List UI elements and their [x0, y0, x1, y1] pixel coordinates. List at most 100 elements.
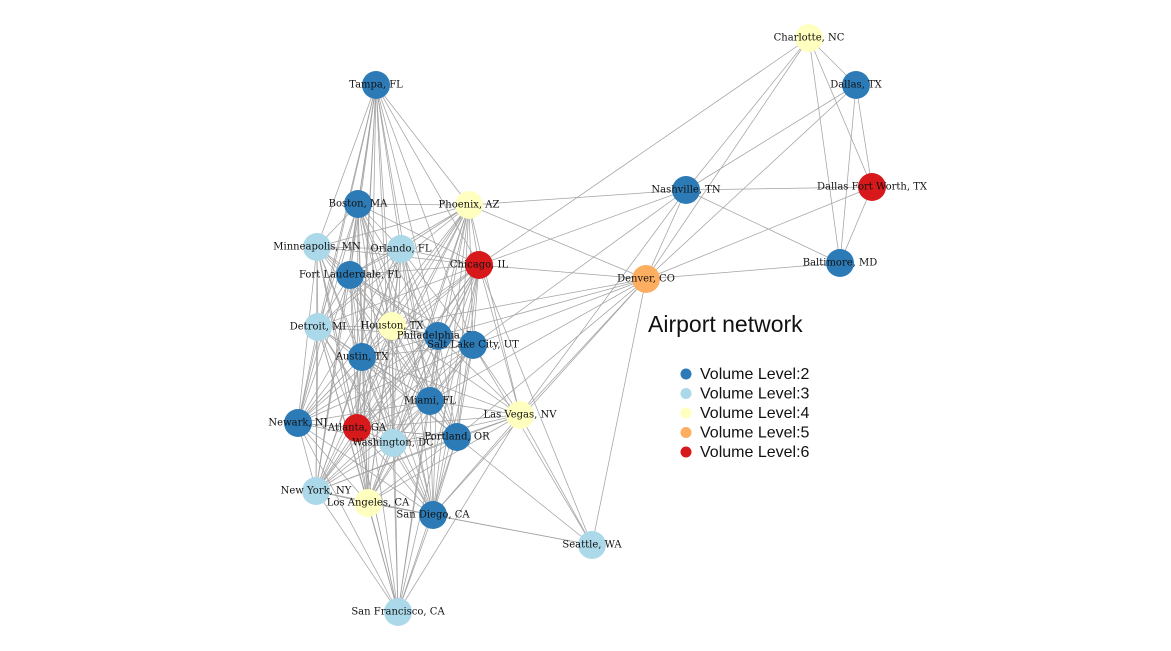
edge-philadelphia-newark	[297, 335, 439, 424]
node-label-atlanta: Atlanta, GA	[327, 423, 387, 434]
node-chicago: Chicago, IL	[450, 251, 508, 279]
node-saltlake: Salt Lake City, UT	[427, 331, 519, 359]
legend-item-level-6: Volume Level:6	[680, 444, 810, 461]
node-label-seattle: Seattle, WA	[562, 540, 622, 551]
node-circle-lasvegas	[506, 401, 534, 429]
edge-saltlake-newyork	[315, 344, 474, 492]
edge-boston-atlanta	[356, 203, 359, 429]
node-sanfrancisco: San Francisco, CA	[351, 598, 445, 626]
legend-label-level-4: Volume Level:4	[700, 405, 810, 422]
edge-boston-phoenix	[357, 203, 470, 206]
node-label-losangeles: Los Angeles, CA	[327, 498, 410, 509]
edge-nashville-saltlake	[472, 189, 687, 346]
edge-detroit-washington	[317, 326, 394, 444]
legend-swatch-level-3	[680, 388, 692, 399]
node-lasvegas: Las Vegas, NV	[484, 401, 557, 429]
edge-newark-sanfrancisco	[297, 422, 399, 613]
node-circle-denver	[632, 265, 660, 293]
node-label-nashville: Nashville, TN	[651, 185, 720, 196]
node-label-tampa: Tampa, FL	[349, 80, 403, 91]
edge-dallas-dfw	[855, 84, 873, 188]
node-label-washington: Washington, DC	[352, 438, 434, 449]
edge-seattle-chicago	[478, 264, 593, 546]
legend-swatch-level-4	[680, 407, 692, 419]
node-circle-newyork	[302, 477, 330, 505]
edge-nashville-denver	[645, 189, 687, 280]
node-circle-chicago	[465, 251, 493, 279]
edge-nashville-phoenix	[468, 189, 687, 206]
node-label-newark: Newark, NJ	[268, 418, 327, 429]
node-dallas: Dallas, TX	[830, 71, 883, 99]
node-circle-washington	[379, 429, 407, 457]
edge-chicago-sandiego	[432, 264, 480, 516]
edge-minneapolis-philadelphia	[316, 246, 439, 337]
edge-boston-houston	[357, 203, 393, 327]
node-circle-miami	[416, 387, 444, 415]
edge-detroit-philadelphia	[317, 326, 439, 337]
edge-newark-losangeles	[297, 422, 369, 504]
legend-label-level-5: Volume Level:5	[700, 425, 810, 442]
edge-phoenix-detroit	[317, 204, 470, 328]
edge-tampa-saltlake	[375, 84, 474, 346]
edge-charlotte-nashville	[685, 37, 810, 191]
edge-detroit-portland	[317, 326, 458, 438]
edge-fortlauderdale-saltlake	[349, 274, 474, 346]
node-circle-losangeles	[354, 489, 382, 517]
node-label-miami: Miami, FL	[404, 396, 456, 407]
edge-saltlake-losangeles	[367, 344, 474, 504]
node-label-detroit: Detroit, MI	[290, 322, 347, 333]
edge-dallas-nashville	[685, 84, 857, 191]
node-circle-phoenix	[455, 191, 483, 219]
edge-orlando-detroit	[317, 248, 402, 328]
node-newark: Newark, NJ	[268, 409, 328, 437]
edge-dfw-nashville	[685, 186, 873, 191]
node-label-newyork: New York, NY	[281, 486, 352, 497]
edge-miami-sandiego	[429, 400, 434, 516]
legend-label-level-3: Volume Level:3	[700, 386, 810, 403]
node-circle-sanfrancisco	[384, 598, 412, 626]
node-atlanta: Atlanta, GA	[327, 414, 387, 442]
node-houston: Houston, TX	[361, 312, 424, 340]
node-label-phoenix: Phoenix, AZ	[439, 200, 500, 211]
edge-houston-miami	[391, 325, 431, 402]
edge-orlando-washington	[392, 248, 402, 444]
edge-detroit-newark	[297, 326, 319, 424]
node-circle-portland	[443, 423, 471, 451]
edge-chicago-detroit	[317, 264, 480, 328]
node-circle-tampa	[362, 71, 390, 99]
edge-nashville-lasvegas	[519, 189, 687, 416]
edge-dallas-baltimore	[839, 84, 857, 264]
edge-denver-lasvegas	[519, 278, 647, 416]
node-denver: Denver, CO	[617, 265, 675, 293]
legend-swatch-level-2	[680, 368, 692, 380]
node-layer: Charlotte, NC Dallas, TX Dallas Fort Worth…	[268, 24, 928, 626]
edge-minneapolis-orlando	[316, 246, 402, 250]
edge-denver-phoenix	[468, 204, 647, 280]
edge-lasvegas-sanfrancisco	[397, 414, 521, 613]
edge-philadelphia-sandiego	[432, 335, 439, 516]
node-nashville: Nashville, TN	[651, 176, 721, 204]
edge-denver-seattle	[591, 278, 647, 546]
node-circle-baltimore	[826, 249, 854, 277]
edge-saltlake-newark	[297, 344, 474, 424]
edge-denver-portland	[456, 278, 647, 438]
edge-charlotte-chicago	[478, 37, 810, 266]
edge-houston-portland	[391, 325, 458, 438]
node-circle-charlotte	[795, 24, 823, 52]
legend: Volume Level:2 Volume Level:3 Volume Level…	[680, 366, 810, 461]
node-losangeles: Los Angeles, CA	[327, 489, 410, 517]
node-baltimore: Baltimore, MD	[803, 249, 877, 277]
edge-detroit-newyork	[315, 326, 319, 492]
node-circle-boston	[344, 190, 372, 218]
chart-title: Airport network	[648, 311, 803, 337]
edge-dallas-denver	[645, 84, 857, 280]
edge-orlando-newark	[297, 248, 402, 424]
node-fortlauderdale: Fort Lauderdale, FL	[299, 261, 401, 289]
edge-portland-newyork	[315, 436, 458, 492]
edge-saltlake-atlanta	[356, 344, 474, 429]
node-newyork: New York, NY	[281, 477, 352, 505]
edge-nashville-baltimore	[685, 189, 841, 264]
node-label-denver: Denver, CO	[617, 274, 675, 285]
node-tampa: Tampa, FL	[349, 71, 403, 99]
edge-charlotte-denver	[645, 37, 810, 280]
